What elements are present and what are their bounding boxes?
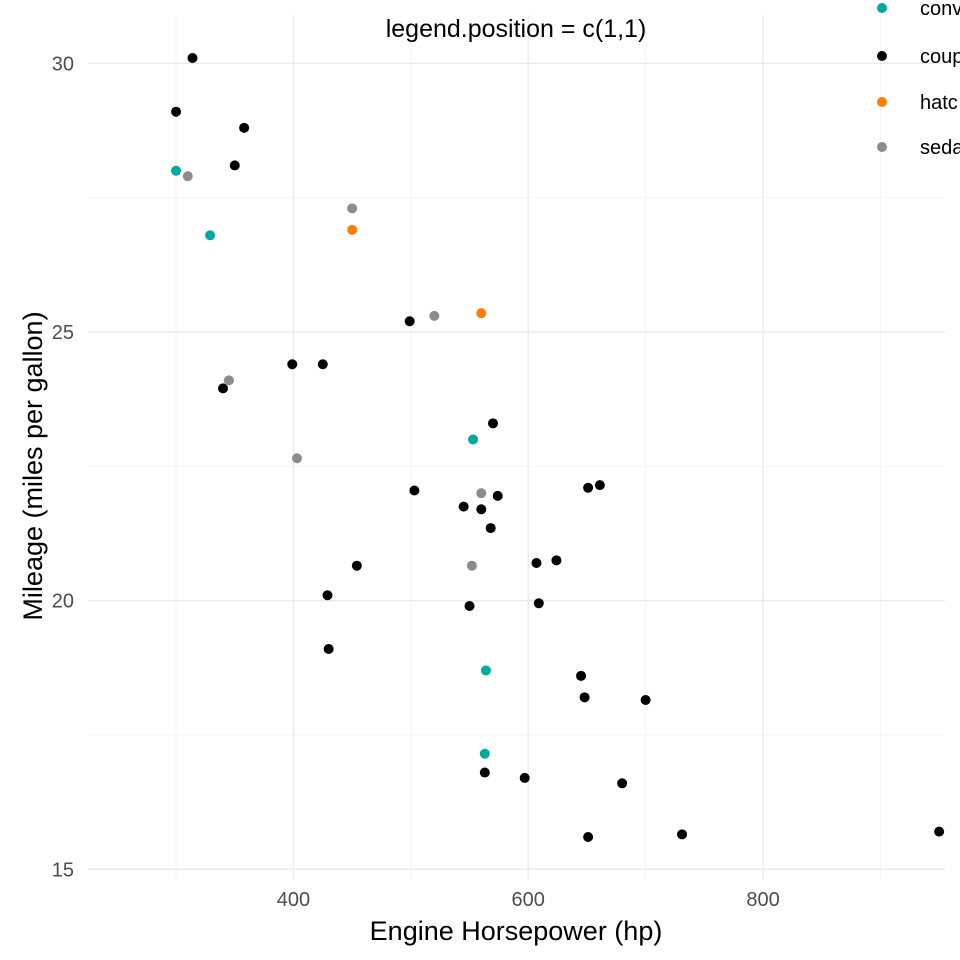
legend-label-coup: coup — [920, 46, 960, 68]
data-point — [579, 692, 590, 703]
data-point — [239, 122, 250, 133]
legend-key-coup — [877, 51, 887, 61]
data-point — [551, 555, 562, 566]
data-point — [576, 670, 587, 681]
y-tick-label: 20 — [52, 591, 74, 613]
legend-key-seda — [877, 142, 887, 152]
legend-key-conv — [877, 3, 887, 13]
data-point — [468, 434, 479, 445]
x-axis-title: Engine Horsepower (hp) — [370, 916, 663, 946]
data-point — [223, 375, 234, 386]
data-point — [677, 829, 688, 840]
data-point — [640, 695, 651, 706]
data-point — [479, 748, 490, 759]
data-point — [480, 665, 491, 676]
y-axis-tick-labels: 15 20 25 30 — [52, 53, 74, 881]
data-point — [583, 482, 594, 493]
data-point — [347, 203, 358, 214]
y-tick-label: 25 — [52, 322, 74, 344]
data-point — [205, 230, 216, 241]
data-point — [171, 106, 182, 117]
data-point — [458, 501, 469, 512]
data-point — [476, 488, 487, 499]
x-tick-label: 600 — [512, 889, 545, 911]
data-point — [594, 480, 605, 491]
legend: conv coup hatc seda — [877, 0, 960, 159]
data-point — [351, 560, 362, 571]
y-tick-label: 30 — [52, 53, 74, 75]
legend-key-hatc — [877, 97, 887, 107]
data-point — [317, 359, 328, 370]
data-point — [934, 826, 945, 837]
data-point — [409, 485, 420, 496]
data-point — [404, 316, 415, 327]
grid — [88, 15, 945, 880]
data-point — [479, 767, 490, 778]
data-point — [347, 224, 358, 235]
y-tick-label: 15 — [52, 859, 74, 881]
data-point — [322, 590, 333, 601]
data-point — [182, 171, 193, 182]
data-point — [229, 160, 240, 171]
data-point — [488, 418, 499, 429]
data-point — [476, 504, 487, 515]
data-point — [464, 600, 475, 611]
x-tick-label: 800 — [746, 889, 779, 911]
data-point — [519, 772, 530, 783]
data-point — [485, 523, 496, 534]
x-axis-tick-labels: 400 600 800 — [277, 889, 780, 911]
data-point — [617, 778, 628, 789]
data-point — [466, 560, 477, 571]
data-point — [171, 165, 182, 176]
data-point — [287, 359, 298, 370]
data-point — [429, 310, 440, 321]
x-tick-label: 400 — [277, 889, 310, 911]
y-axis-title: Mileage (miles per gallon) — [18, 311, 48, 620]
legend-label-seda: seda — [920, 137, 960, 159]
data-point — [531, 558, 542, 569]
data-point — [218, 383, 229, 394]
data-point — [323, 643, 334, 654]
data-point — [533, 598, 544, 609]
legend-label-hatc: hatc — [920, 92, 958, 114]
chart-title: legend.position = c(1,1) — [386, 15, 647, 43]
legend-label-conv: conv — [920, 0, 960, 20]
data-point — [187, 52, 198, 63]
data-point — [476, 308, 487, 319]
data-points — [171, 52, 945, 843]
data-point — [492, 490, 503, 501]
data-point — [583, 832, 594, 843]
data-point — [291, 453, 302, 464]
